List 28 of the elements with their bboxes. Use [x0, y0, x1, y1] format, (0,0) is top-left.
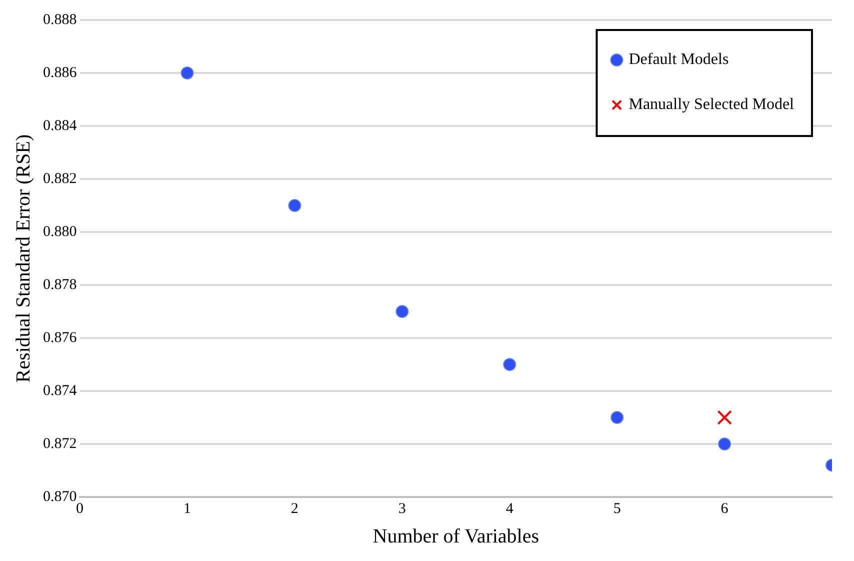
legend-label: Manually Selected Model: [628, 96, 795, 114]
x-tick-label: 1: [183, 500, 191, 517]
point: [610, 411, 624, 424]
y-tick-label: 0.872: [43, 436, 77, 452]
y-tick-label: 0.886: [43, 64, 78, 81]
y-tick-label: 0.878: [43, 276, 77, 293]
y-tick-label: 0.884: [43, 118, 78, 134]
x-tick-label: 4: [506, 500, 514, 517]
y-tick-label: 0.876: [43, 330, 78, 346]
x-tick-label: 6: [720, 500, 729, 517]
y-tick-label: 0.888: [43, 12, 77, 28]
y-tick-label: 0.870: [43, 488, 77, 505]
x-tick-label: 2: [290, 500, 298, 517]
y-axis-title: Residual Standard Error (RSE): [12, 134, 34, 383]
point: [717, 410, 732, 425]
y-tick-label: 0.880: [43, 224, 77, 240]
x-axis-title: Number of Variables: [372, 525, 540, 548]
point: [503, 358, 516, 371]
point: [396, 305, 409, 318]
point: [718, 438, 732, 450]
x-tick-label: 3: [398, 500, 406, 517]
x-tick-label: 0: [76, 500, 84, 517]
y-tick-label: 0.882: [43, 170, 77, 187]
legend-label: Default Models: [628, 51, 729, 68]
point: [180, 66, 194, 80]
point: [288, 199, 302, 212]
y-tick-label: 0.874: [43, 382, 78, 399]
x-tick-label: 5: [613, 500, 621, 517]
